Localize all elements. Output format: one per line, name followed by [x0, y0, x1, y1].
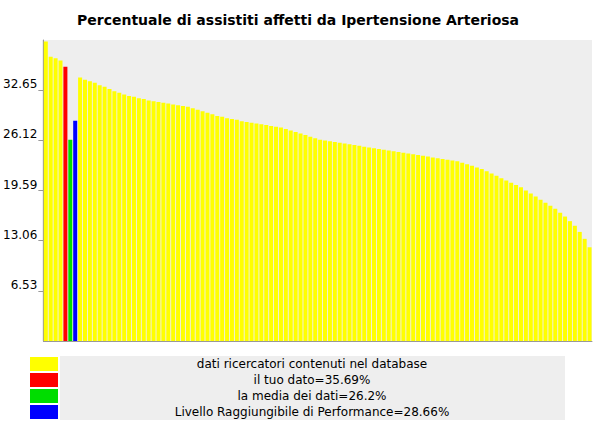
svg-text:la media dei dati=26.2%: la media dei dati=26.2% [237, 389, 386, 403]
svg-text:32.65: 32.65 [3, 77, 37, 91]
svg-text:Percentuale di assistiti affet: Percentuale di assistiti affetti da Iper… [77, 12, 519, 28]
svg-text:Livello Raggiungibile di Perfo: Livello Raggiungibile di Performance=28.… [175, 405, 450, 419]
svg-text:13.06: 13.06 [3, 228, 37, 242]
svg-text:6.53: 6.53 [11, 278, 38, 292]
svg-text:dati ricercatori contenuti nel: dati ricercatori contenuti nel database [197, 357, 427, 371]
svg-text:19.59: 19.59 [3, 178, 37, 192]
svg-text:il tuo dato=35.69%: il tuo dato=35.69% [254, 373, 371, 387]
svg-text:26.12: 26.12 [3, 127, 37, 141]
